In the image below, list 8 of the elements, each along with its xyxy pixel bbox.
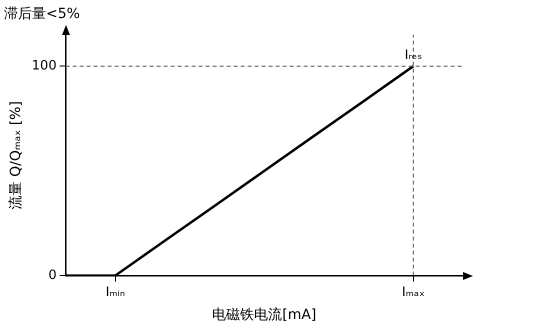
x-tick-label: Iₘᵢₙ (106, 284, 126, 300)
x-tick-label: Iₘₐₓ (402, 284, 425, 300)
chart-title: 滞后量<5% (4, 6, 80, 22)
y-tick-label: 100 (32, 58, 57, 74)
y-tick-label: 0 (48, 268, 57, 283)
x-axis-title: 电磁铁电流[mA] (212, 307, 316, 324)
y-axis-title: 流量 Q/Qₘₐₓ [%] (8, 101, 24, 210)
annotation: Iᵣₑₛ (404, 48, 422, 64)
